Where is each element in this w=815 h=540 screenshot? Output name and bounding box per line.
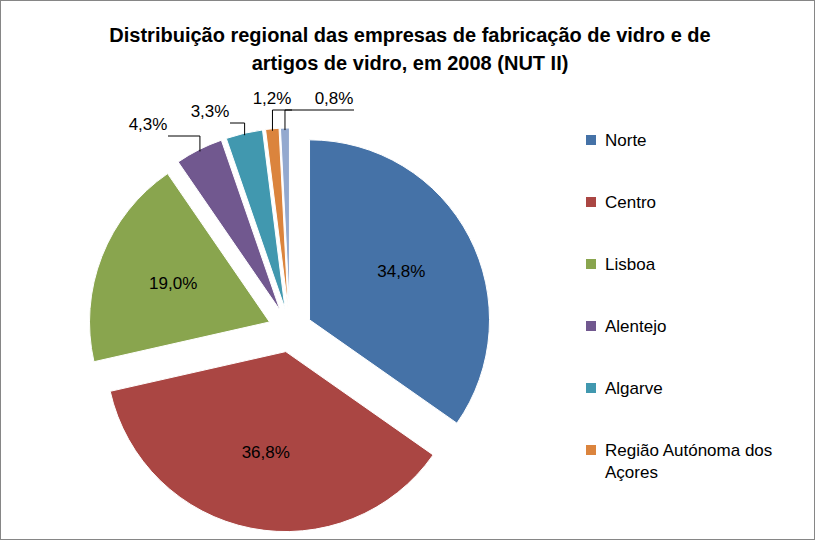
- pie-slice: [280, 128, 289, 308]
- leader-line: [168, 136, 200, 151]
- data-label: 34,8%: [377, 262, 425, 281]
- legend-swatch: [586, 259, 596, 269]
- leader-line: [272, 110, 292, 131]
- legend-label: Lisboa: [605, 255, 656, 274]
- legend-label: Região Autónoma dosAçores: [605, 441, 772, 482]
- legend: Norte Centro Lisboa Alentejo Algarve Região A…: [586, 131, 772, 482]
- legend-swatch: [586, 321, 596, 331]
- data-label: 0,8%: [315, 89, 354, 108]
- pie-slice: [110, 352, 433, 532]
- legend-swatch: [586, 135, 596, 145]
- leader-line: [230, 123, 245, 135]
- data-label: 4,3%: [129, 115, 168, 134]
- data-labels: 34,8% 36,8% 19,0% 4,3% 3,3% 1,2% 0,8%: [129, 89, 426, 462]
- data-label: 36,8%: [242, 443, 290, 462]
- legend-swatch: [586, 383, 596, 393]
- legend-swatch: [586, 445, 596, 455]
- chart: Distribuição regional das empresas de fa…: [0, 0, 815, 540]
- legend-label: Alentejo: [605, 317, 666, 336]
- chart-title: Distribuição regional das empresas de fa…: [109, 24, 710, 74]
- legend-swatch: [586, 197, 596, 207]
- legend-label: Norte: [605, 131, 647, 150]
- chart-frame: [1, 1, 815, 540]
- data-label: 3,3%: [191, 102, 230, 121]
- pie-slice: [310, 140, 490, 423]
- legend-label: Algarve: [605, 379, 663, 398]
- pie: [90, 128, 490, 532]
- leader-line: [285, 110, 354, 130]
- data-label: 1,2%: [253, 89, 292, 108]
- legend-label: Centro: [605, 193, 656, 212]
- data-label: 19,0%: [149, 274, 197, 293]
